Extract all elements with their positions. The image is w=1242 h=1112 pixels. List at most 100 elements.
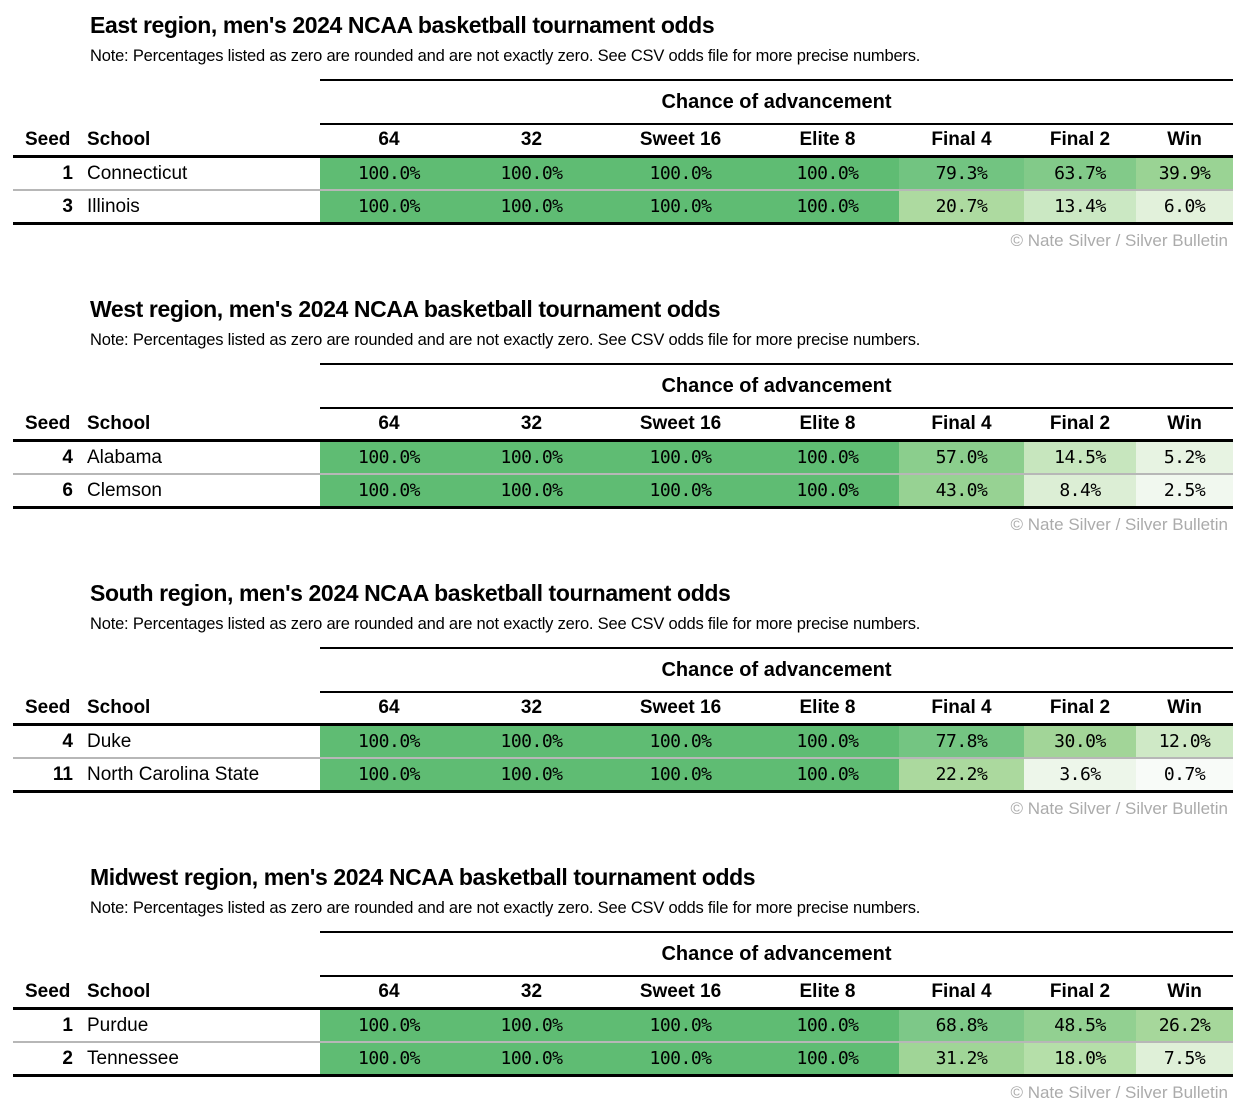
school-cell: North Carolina State (80, 758, 320, 793)
odds-table: Chance of advancement Seed School 64 32 … (13, 931, 1234, 1077)
table-row: 4 Alabama 100.0% 100.0% 100.0% 100.0% 57.0% 14.… (13, 440, 1234, 475)
odds-cell: 68.8% (899, 1008, 1024, 1043)
odds-cell: 100.0% (320, 190, 458, 225)
round-64-header: 64 (320, 692, 458, 726)
odds-cell: 79.3% (899, 156, 1024, 191)
odds-cell: 48.5% (1024, 1008, 1136, 1043)
final-2-header: Final 2 (1024, 976, 1136, 1010)
seed-column-header: Seed (13, 124, 80, 158)
region-section: South region, men's 2024 NCAA basketball… (0, 568, 1242, 852)
copyright-credit: © Nate Silver / Silver Bulletin (1010, 1083, 1228, 1102)
elite-8-header: Elite 8 (756, 692, 899, 726)
round-64-header: 64 (320, 408, 458, 442)
advancement-header-row: Chance of advancement (13, 931, 1234, 977)
advancement-header-row: Chance of advancement (13, 363, 1234, 409)
win-header: Win (1136, 124, 1234, 158)
spacer-cell (13, 648, 320, 692)
odds-cell: 7.5% (1136, 1042, 1234, 1077)
sweet-16-header: Sweet 16 (605, 976, 756, 1010)
odds-table: Chance of advancement Seed School 64 32 … (13, 647, 1234, 793)
seed-column-header: Seed (13, 692, 80, 726)
school-cell: Connecticut (80, 156, 320, 191)
round-32-header: 32 (458, 408, 605, 442)
odds-cell: 2.5% (1136, 474, 1234, 509)
odds-cell: 100.0% (756, 1008, 899, 1043)
column-header-row: Seed School 64 32 Sweet 16 Elite 8 Final… (13, 408, 1234, 442)
odds-cell: 57.0% (899, 440, 1024, 475)
odds-cell: 100.0% (458, 1042, 605, 1077)
odds-table: Chance of advancement Seed School 64 32 … (13, 363, 1234, 509)
round-32-header: 32 (458, 976, 605, 1010)
odds-cell: 13.4% (1024, 190, 1136, 225)
odds-cell: 100.0% (320, 724, 458, 759)
odds-cell: 30.0% (1024, 724, 1136, 759)
chance-of-advancement-header: Chance of advancement (320, 363, 1234, 409)
table-row: 4 Duke 100.0% 100.0% 100.0% 100.0% 77.8% 30.0% 1… (13, 724, 1234, 759)
sweet-16-header: Sweet 16 (605, 124, 756, 158)
odds-cell: 0.7% (1136, 758, 1234, 793)
note-text: Note: Percentages listed as zero are rou… (90, 615, 921, 633)
odds-cell: 100.0% (458, 1008, 605, 1043)
odds-cell: 100.0% (605, 474, 756, 509)
odds-cell: 100.0% (605, 1008, 756, 1043)
seed-column-header: Seed (13, 408, 80, 442)
note-text: Note: Percentages listed as zero are rou… (90, 899, 921, 917)
column-header-row: Seed School 64 32 Sweet 16 Elite 8 Final… (13, 976, 1234, 1010)
chance-of-advancement-header: Chance of advancement (320, 647, 1234, 693)
odds-cell: 3.6% (1024, 758, 1136, 793)
seed-cell: 4 (13, 440, 80, 475)
seed-cell: 11 (13, 758, 80, 793)
odds-cell: 8.4% (1024, 474, 1136, 509)
odds-cell: 100.0% (320, 1042, 458, 1077)
table-row: 1 Connecticut 100.0% 100.0% 100.0% 100.0% 79.3… (13, 156, 1234, 191)
region-title: West region, men's 2024 NCAA basketball … (90, 296, 721, 322)
odds-cell: 100.0% (756, 758, 899, 793)
odds-cell: 100.0% (458, 474, 605, 509)
advancement-header-row: Chance of advancement (13, 79, 1234, 125)
region-section: East region, men's 2024 NCAA basketball … (0, 0, 1242, 284)
odds-cell: 100.0% (605, 190, 756, 225)
win-header: Win (1136, 408, 1234, 442)
elite-8-header: Elite 8 (756, 124, 899, 158)
odds-table: Chance of advancement Seed School 64 32 … (13, 79, 1234, 225)
spacer-cell (13, 932, 320, 976)
table-body: 1 Connecticut 100.0% 100.0% 100.0% 100.0% 79.3… (13, 156, 1234, 225)
table-row: 2 Tennessee 100.0% 100.0% 100.0% 100.0% 31.2% 1… (13, 1042, 1234, 1077)
odds-cell: 63.7% (1024, 156, 1136, 191)
copyright-credit: © Nate Silver / Silver Bulletin (1010, 799, 1228, 818)
table-body: 4 Duke 100.0% 100.0% 100.0% 100.0% 77.8% 30.0% 1… (13, 724, 1234, 793)
odds-cell: 14.5% (1024, 440, 1136, 475)
copyright-credit: © Nate Silver / Silver Bulletin (1010, 231, 1228, 250)
odds-cell: 100.0% (320, 758, 458, 793)
region-section: West region, men's 2024 NCAA basketball … (0, 284, 1242, 568)
odds-cell: 20.7% (899, 190, 1024, 225)
region-title: South region, men's 2024 NCAA basketball… (90, 580, 731, 606)
final-4-header: Final 4 (899, 124, 1024, 158)
school-column-header: School (80, 976, 320, 1010)
odds-cell: 100.0% (458, 156, 605, 191)
table-row: 3 Illinois 100.0% 100.0% 100.0% 100.0% 20.7% 13… (13, 190, 1234, 225)
win-header: Win (1136, 692, 1234, 726)
school-column-header: School (80, 408, 320, 442)
table-body: 1 Purdue 100.0% 100.0% 100.0% 100.0% 68.8% 48.5… (13, 1008, 1234, 1077)
final-2-header: Final 2 (1024, 692, 1136, 726)
odds-cell: 100.0% (320, 156, 458, 191)
final-2-header: Final 2 (1024, 408, 1136, 442)
odds-cell: 100.0% (756, 474, 899, 509)
seed-cell: 4 (13, 724, 80, 759)
odds-cell: 100.0% (756, 156, 899, 191)
odds-cell: 6.0% (1136, 190, 1234, 225)
table-row: 11 North Carolina State 100.0% 100.0% 100.0%… (13, 758, 1234, 793)
odds-cell: 100.0% (605, 758, 756, 793)
round-64-header: 64 (320, 124, 458, 158)
seed-cell: 3 (13, 190, 80, 225)
odds-cell: 100.0% (756, 1042, 899, 1077)
school-cell: Illinois (80, 190, 320, 225)
odds-cell: 5.2% (1136, 440, 1234, 475)
column-header-row: Seed School 64 32 Sweet 16 Elite 8 Final… (13, 692, 1234, 726)
elite-8-header: Elite 8 (756, 976, 899, 1010)
odds-cell: 26.2% (1136, 1008, 1234, 1043)
odds-cell: 100.0% (458, 190, 605, 225)
copyright-credit: © Nate Silver / Silver Bulletin (1010, 515, 1228, 534)
chance-of-advancement-header: Chance of advancement (320, 79, 1234, 125)
